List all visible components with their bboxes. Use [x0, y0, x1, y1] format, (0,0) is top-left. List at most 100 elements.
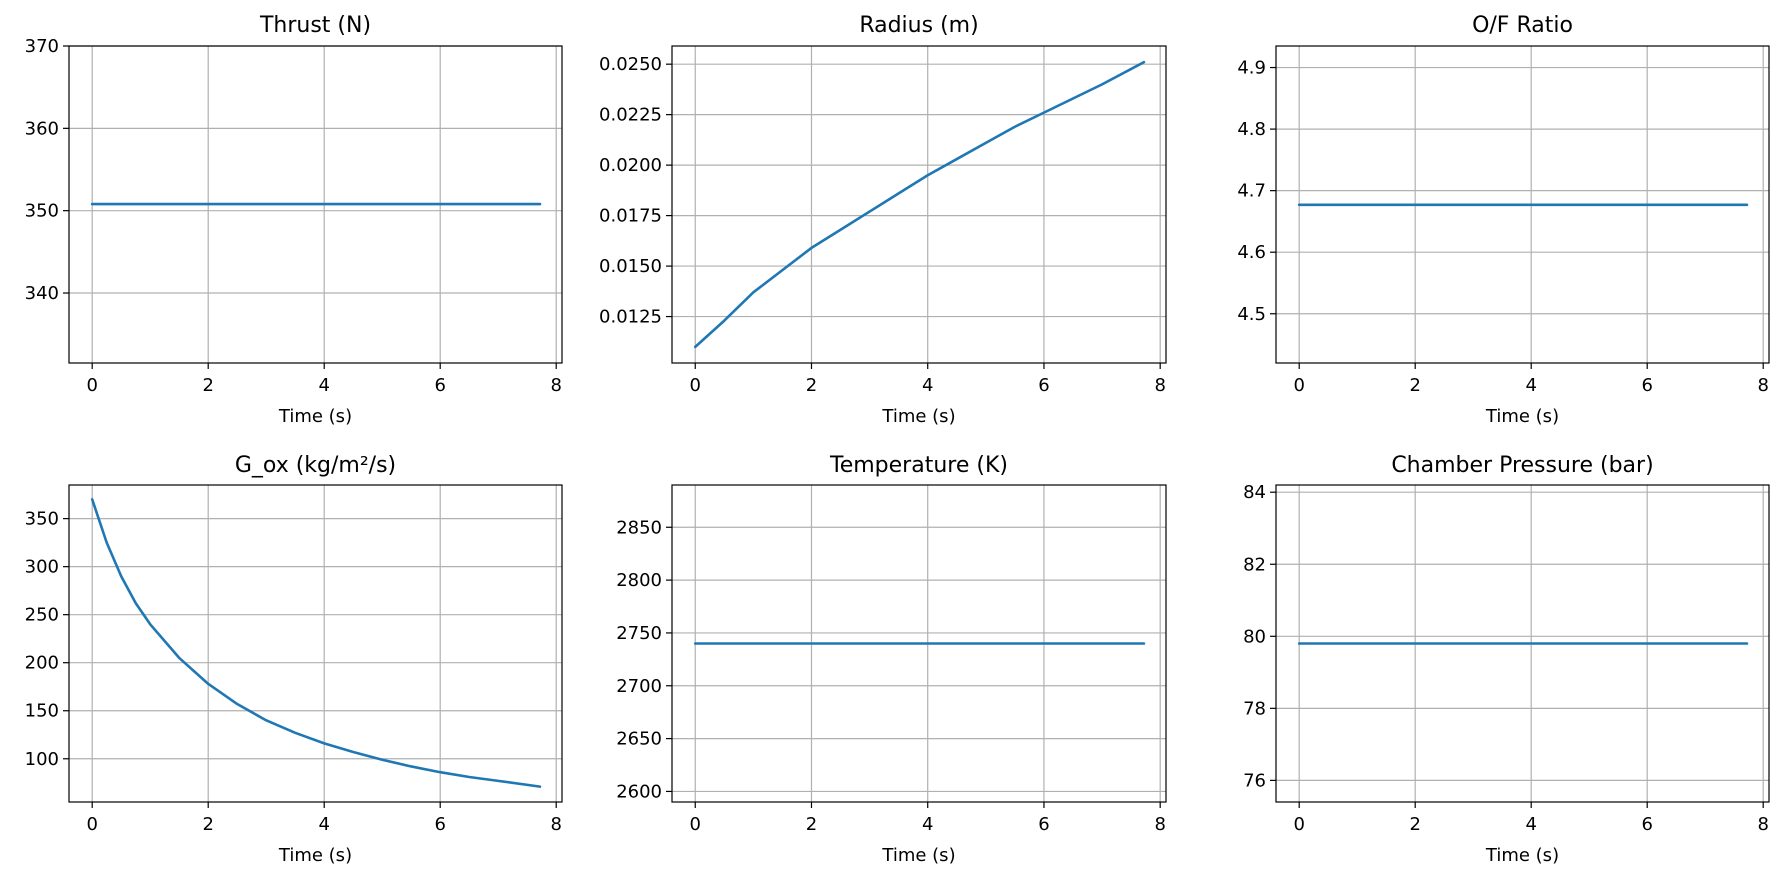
x-axis-ticks: 0 2 4 6 8	[86, 363, 562, 396]
x-tick-label: 2	[806, 375, 817, 396]
y-tick-label: 2800	[616, 570, 662, 591]
axes-frame	[671, 45, 1167, 364]
x-tick-label: 2	[202, 814, 213, 835]
x-tick-label: 2	[806, 814, 817, 835]
subplot-title: G_ox (kg/m²/s)	[235, 453, 396, 478]
y-tick-label: 4.8	[1237, 119, 1266, 140]
axes-frame	[1275, 45, 1770, 364]
x-tick-label: 6	[1038, 814, 1049, 835]
x-tick-label: 4	[1525, 814, 1536, 835]
y-tick-label: 300	[25, 557, 59, 578]
subplot-title: Temperature (K)	[829, 453, 1008, 478]
x-tick-label: 8	[1757, 375, 1768, 396]
x-axis-ticks: 0 2 4 6 8	[1293, 363, 1769, 396]
x-axis-ticks: 0 2 4 6 8	[86, 802, 562, 835]
y-tick-label: 4.5	[1237, 304, 1266, 325]
x-axis-label: Time (s)	[1485, 845, 1559, 866]
x-tick-label: 4	[318, 814, 329, 835]
y-axis-ticks: 76 78 80 82 84	[1243, 482, 1276, 791]
x-tick-label: 4	[922, 375, 933, 396]
y-tick-label: 4.9	[1237, 58, 1266, 79]
axes-frame	[68, 45, 563, 364]
x-tick-label: 8	[1757, 814, 1768, 835]
x-tick-label: 2	[1409, 814, 1420, 835]
y-axis-ticks: 0.0125 0.0150 0.0175 0.0200 0.0225 0.0250	[599, 54, 672, 328]
x-tick-label: 0	[86, 814, 97, 835]
y-tick-label: 2650	[616, 729, 662, 750]
y-axis-ticks: 100 150 200 250 300 350	[25, 509, 69, 770]
x-tick-label: 6	[1641, 375, 1652, 396]
axes-frame	[1275, 484, 1770, 803]
y-tick-label: 0.0225	[599, 105, 662, 126]
x-tick-label: 0	[690, 814, 701, 835]
axes-frame	[68, 484, 563, 803]
subplot-title: O/F Ratio	[1472, 13, 1573, 38]
subplot-thrust: Thrust (N) Time (s) 0 2 4 6 8 340 350 360 370	[25, 13, 563, 427]
series-line	[693, 60, 1146, 349]
subplot-of-ratio: O/F Ratio Time (s) 0 2 4 6 8 4.5 4.6 4.7 4.8 4.9	[1237, 13, 1770, 427]
y-axis-ticks: 2600 2650 2700 2750 2800 2850	[616, 517, 672, 802]
x-tick-label: 6	[434, 814, 445, 835]
y-tick-label: 0.0200	[599, 155, 662, 176]
x-axis-label: Time (s)	[881, 845, 955, 866]
x-tick-label: 0	[1293, 814, 1304, 835]
y-tick-label: 82	[1243, 554, 1266, 575]
axes-frame	[671, 484, 1167, 803]
x-tick-label: 6	[434, 375, 445, 396]
x-tick-label: 8	[1154, 814, 1165, 835]
y-tick-label: 2850	[616, 517, 662, 538]
y-tick-label: 0.0175	[599, 206, 662, 227]
y-tick-label: 0.0250	[599, 54, 662, 75]
y-tick-label: 76	[1243, 770, 1266, 791]
subplot-temperature: Temperature (K) Time (s) 0 2 4 6 8 2600 2650 27…	[616, 453, 1167, 866]
x-tick-label: 6	[1641, 814, 1652, 835]
y-tick-label: 2600	[616, 781, 662, 802]
x-tick-label: 4	[1525, 375, 1536, 396]
grid-lines	[672, 485, 1166, 802]
subplot-title: Radius (m)	[859, 13, 978, 38]
y-axis-ticks: 4.5 4.6 4.7 4.8 4.9	[1237, 58, 1276, 325]
y-tick-label: 0.0125	[599, 307, 662, 328]
subplot-g-ox: G_ox (kg/m²/s) Time (s) 0 2 4 6 8 100 150 200 25…	[25, 453, 563, 866]
y-tick-label: 250	[25, 605, 59, 626]
y-tick-label: 78	[1243, 698, 1266, 719]
x-tick-label: 6	[1038, 375, 1049, 396]
y-tick-label: 340	[25, 283, 59, 304]
x-tick-label: 8	[550, 814, 561, 835]
y-tick-label: 360	[25, 118, 59, 139]
x-axis-ticks: 0 2 4 6 8	[1293, 802, 1769, 835]
y-tick-label: 4.6	[1237, 242, 1266, 263]
y-tick-label: 200	[25, 653, 59, 674]
grid-lines	[69, 485, 562, 802]
y-tick-label: 370	[25, 36, 59, 57]
series-line	[90, 498, 542, 788]
x-axis-ticks: 0 2 4 6 8	[690, 363, 1166, 396]
y-tick-label: 4.7	[1237, 181, 1266, 202]
y-tick-label: 80	[1243, 626, 1266, 647]
x-axis-label: Time (s)	[278, 406, 352, 427]
y-tick-label: 2750	[616, 623, 662, 644]
x-tick-label: 4	[922, 814, 933, 835]
subplot-chamber-pressure: Chamber Pressure (bar) Time (s) 0 2 4 6 8767…	[1243, 453, 1770, 866]
y-tick-label: 350	[25, 201, 59, 222]
x-tick-label: 2	[1409, 375, 1420, 396]
y-tick-label: 0.0150	[599, 256, 662, 277]
subplot-title: Thrust (N)	[259, 13, 371, 38]
x-tick-label: 4	[318, 375, 329, 396]
y-axis-ticks: 340 350 360 370	[25, 36, 69, 304]
y-tick-label: 100	[25, 749, 59, 770]
y-tick-label: 84	[1243, 482, 1266, 503]
x-axis-label: Time (s)	[278, 845, 352, 866]
x-tick-label: 8	[550, 375, 561, 396]
x-tick-label: 0	[690, 375, 701, 396]
grid-lines	[672, 46, 1166, 363]
x-axis-label: Time (s)	[1485, 406, 1559, 427]
x-axis-label: Time (s)	[881, 406, 955, 427]
x-axis-ticks: 0 2 4 6 8	[690, 802, 1166, 835]
x-tick-label: 0	[1293, 375, 1304, 396]
x-tick-label: 8	[1154, 375, 1165, 396]
y-tick-label: 2700	[616, 676, 662, 697]
subplot-title: Chamber Pressure (bar)	[1391, 453, 1653, 478]
subplot-radius: Radius (m) Time (s) 0 2 4 6 80.01250.01500.0…	[599, 13, 1167, 427]
